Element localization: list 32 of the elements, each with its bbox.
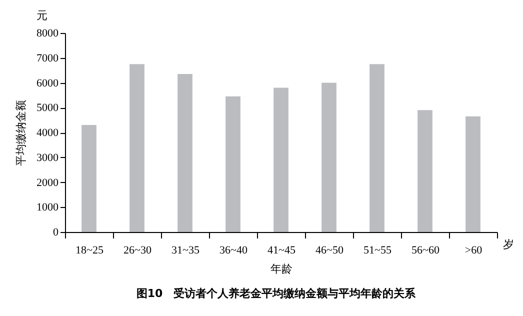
bar	[466, 116, 480, 232]
bar	[178, 74, 192, 232]
x-tick-label: 41~45	[268, 244, 296, 256]
x-axis-title: 年龄	[270, 262, 292, 276]
x-tick-label: 31~35	[172, 244, 200, 256]
x-tick-label: 26~30	[124, 244, 152, 256]
text: 岁	[503, 238, 514, 251]
bar	[226, 96, 240, 232]
x-tick-label: >60	[464, 244, 483, 256]
bar	[130, 64, 144, 232]
y-tick-label: 0	[53, 226, 59, 238]
y-tick-label: 3000	[36, 152, 59, 164]
bar	[370, 64, 384, 232]
y-axis-title: 平均缴纳金额	[14, 100, 28, 166]
bar	[418, 110, 432, 232]
x-tick-label: 51~55	[364, 244, 392, 256]
y-tick-label: 5000	[36, 102, 59, 114]
bar	[274, 88, 288, 232]
y-tick-label: 2000	[36, 176, 59, 189]
text: 图10 受访者个人养老金平均缴纳金额与平均年龄的关系	[136, 287, 417, 300]
y-tick-label: 6000	[36, 77, 59, 90]
y-tick-label: 1000	[36, 202, 59, 214]
x-tick-label: 18~25	[76, 244, 104, 256]
y-tick-label: 8000	[36, 28, 59, 40]
x-tick-label: 36~40	[220, 244, 248, 256]
text: 元	[36, 9, 48, 22]
bar	[82, 125, 96, 232]
y-tick-label: 4000	[36, 127, 59, 139]
x-tick-label: 46~50	[316, 244, 344, 256]
bar	[322, 82, 336, 232]
y-tick-label: 7000	[36, 52, 59, 64]
x-tick-label: 56~60	[412, 244, 440, 256]
